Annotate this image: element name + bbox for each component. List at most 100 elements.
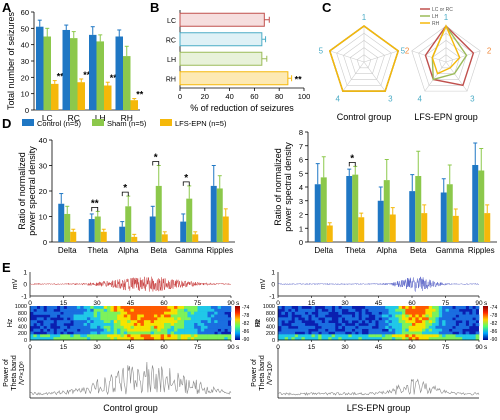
- spectrogram-cell: [83, 317, 88, 321]
- spectrogram-cell: [455, 337, 460, 341]
- spectrogram-cell: [465, 314, 470, 318]
- y-tick-label: RH: [166, 76, 176, 83]
- spectrogram-cell: [415, 325, 419, 329]
- colorbar-tick-label: -74: [242, 305, 249, 311]
- x-tick-label: Ripples: [468, 246, 495, 255]
- spectrogram-cell: [395, 306, 399, 310]
- spectrogram-cell: [432, 325, 436, 329]
- spectrogram-cell: [395, 325, 399, 329]
- radar-group-label: Control group: [337, 112, 392, 122]
- spectrogram-cell: [140, 323, 145, 327]
- spectrogram-cell: [412, 306, 416, 310]
- spectrogram-cell: [281, 328, 285, 332]
- significance-mark: *: [123, 183, 127, 194]
- y-axis-label: Ratio of normalized: [273, 148, 283, 226]
- bar-sham: [64, 213, 71, 242]
- spectrogram-cell: [412, 334, 416, 338]
- spectrogram-cell: [298, 325, 302, 329]
- spectrogram-cell: [465, 311, 470, 315]
- spectrogram-cell: [428, 323, 433, 327]
- y-tick-label: 0: [271, 282, 275, 289]
- spectrogram-cell: [378, 314, 383, 318]
- x-tick-label: 100: [298, 92, 311, 101]
- spectrogram-cell: [210, 323, 215, 327]
- spectrogram-cell: [391, 334, 396, 338]
- spectrogram-cell: [83, 314, 88, 318]
- spectrogram-cell: [465, 325, 470, 329]
- spectrogram-cell: [150, 334, 155, 338]
- spectrogram-cell: [210, 320, 215, 324]
- spectrogram-cell: [395, 311, 399, 315]
- spectrogram-cell: [200, 306, 205, 310]
- spectrogram-cell: [391, 325, 396, 329]
- radar-grid-ring: [336, 32, 392, 86]
- spectrogram-cell: [90, 317, 94, 321]
- spectrogram-cell: [187, 308, 192, 312]
- spectrogram-cell: [30, 308, 34, 312]
- spectrogram-cell: [40, 317, 44, 321]
- spectrogram-cell: [341, 323, 346, 327]
- spectrogram-cell: [143, 311, 148, 315]
- spectrogram-cell: [462, 325, 466, 329]
- spectrogram-cell: [177, 337, 182, 341]
- radar-spoke: [424, 61, 447, 92]
- spectrogram-cell: [180, 317, 185, 321]
- spectrogram-cell: [160, 323, 165, 327]
- spectrogram-cell: [46, 306, 51, 310]
- spectrogram-cell: [425, 311, 430, 315]
- spectrogram-cell: [120, 337, 125, 341]
- spectrogram-cell: [73, 311, 78, 315]
- spectrogram-cell: [398, 306, 403, 310]
- spectrogram-cell: [63, 314, 68, 318]
- spectrogram-cell: [110, 320, 115, 324]
- spectrogram-cell: [83, 311, 88, 315]
- spectrogram-cell: [278, 320, 282, 324]
- spectrogram-cell: [197, 334, 202, 338]
- spectrogram-cell: [36, 323, 41, 327]
- radar-axis-label: 3: [470, 95, 475, 104]
- spectrogram-cell: [381, 308, 386, 312]
- spectrogram-cell: [160, 334, 165, 338]
- spectrogram-cell: [177, 317, 182, 321]
- significance-mark: **: [110, 73, 118, 83]
- spectrogram-cell: [140, 308, 145, 312]
- y-axis-label: mV: [12, 278, 19, 289]
- spectrogram-cell: [288, 314, 292, 318]
- spectrogram-cell: [86, 306, 91, 310]
- spectrogram-cell: [117, 314, 121, 318]
- x-tick-label: 30: [341, 300, 349, 307]
- spectrogram-cell: [308, 334, 312, 338]
- spectrogram-cell: [167, 337, 171, 341]
- y-axis-label: power spectral density: [27, 146, 37, 236]
- spectrogram-cell: [401, 325, 406, 329]
- spectrogram-cell: [388, 328, 393, 332]
- spectrogram-cell: [398, 331, 403, 335]
- spectrogram-cell: [428, 325, 433, 329]
- colorbar-tick-label: -90: [490, 337, 497, 343]
- spectrogram-cell: [432, 308, 436, 312]
- spectrogram-cell: [408, 320, 413, 324]
- spectrogram-cell: [391, 320, 396, 324]
- spectrogram-cell: [36, 317, 41, 321]
- spectrogram-cell: [445, 323, 450, 327]
- colorbar-tick-label: -86: [490, 329, 497, 335]
- radar-axis-label: 1: [362, 13, 367, 22]
- spectrogram-cell: [391, 311, 396, 315]
- spectrogram-cell: [398, 314, 403, 318]
- spectrogram-cell: [408, 325, 413, 329]
- spectrogram-cell: [30, 320, 34, 324]
- spectrogram-cell: [405, 317, 409, 321]
- spectrogram-cell: [30, 306, 34, 310]
- spectrogram-cell: [46, 320, 51, 324]
- spectrogram-cell: [143, 306, 148, 310]
- spectrogram-cell: [378, 334, 383, 338]
- spectrogram-cell: [291, 308, 296, 312]
- spectrogram-cell: [331, 328, 336, 332]
- spectrogram-cell: [80, 308, 84, 312]
- spectrogram-cell: [167, 323, 171, 327]
- spectrogram-cell: [304, 334, 309, 338]
- spectrogram-cell: [318, 337, 322, 341]
- spectrogram-cell: [80, 331, 84, 335]
- spectrogram-cell: [462, 334, 466, 338]
- spectrogram-cell: [408, 317, 413, 321]
